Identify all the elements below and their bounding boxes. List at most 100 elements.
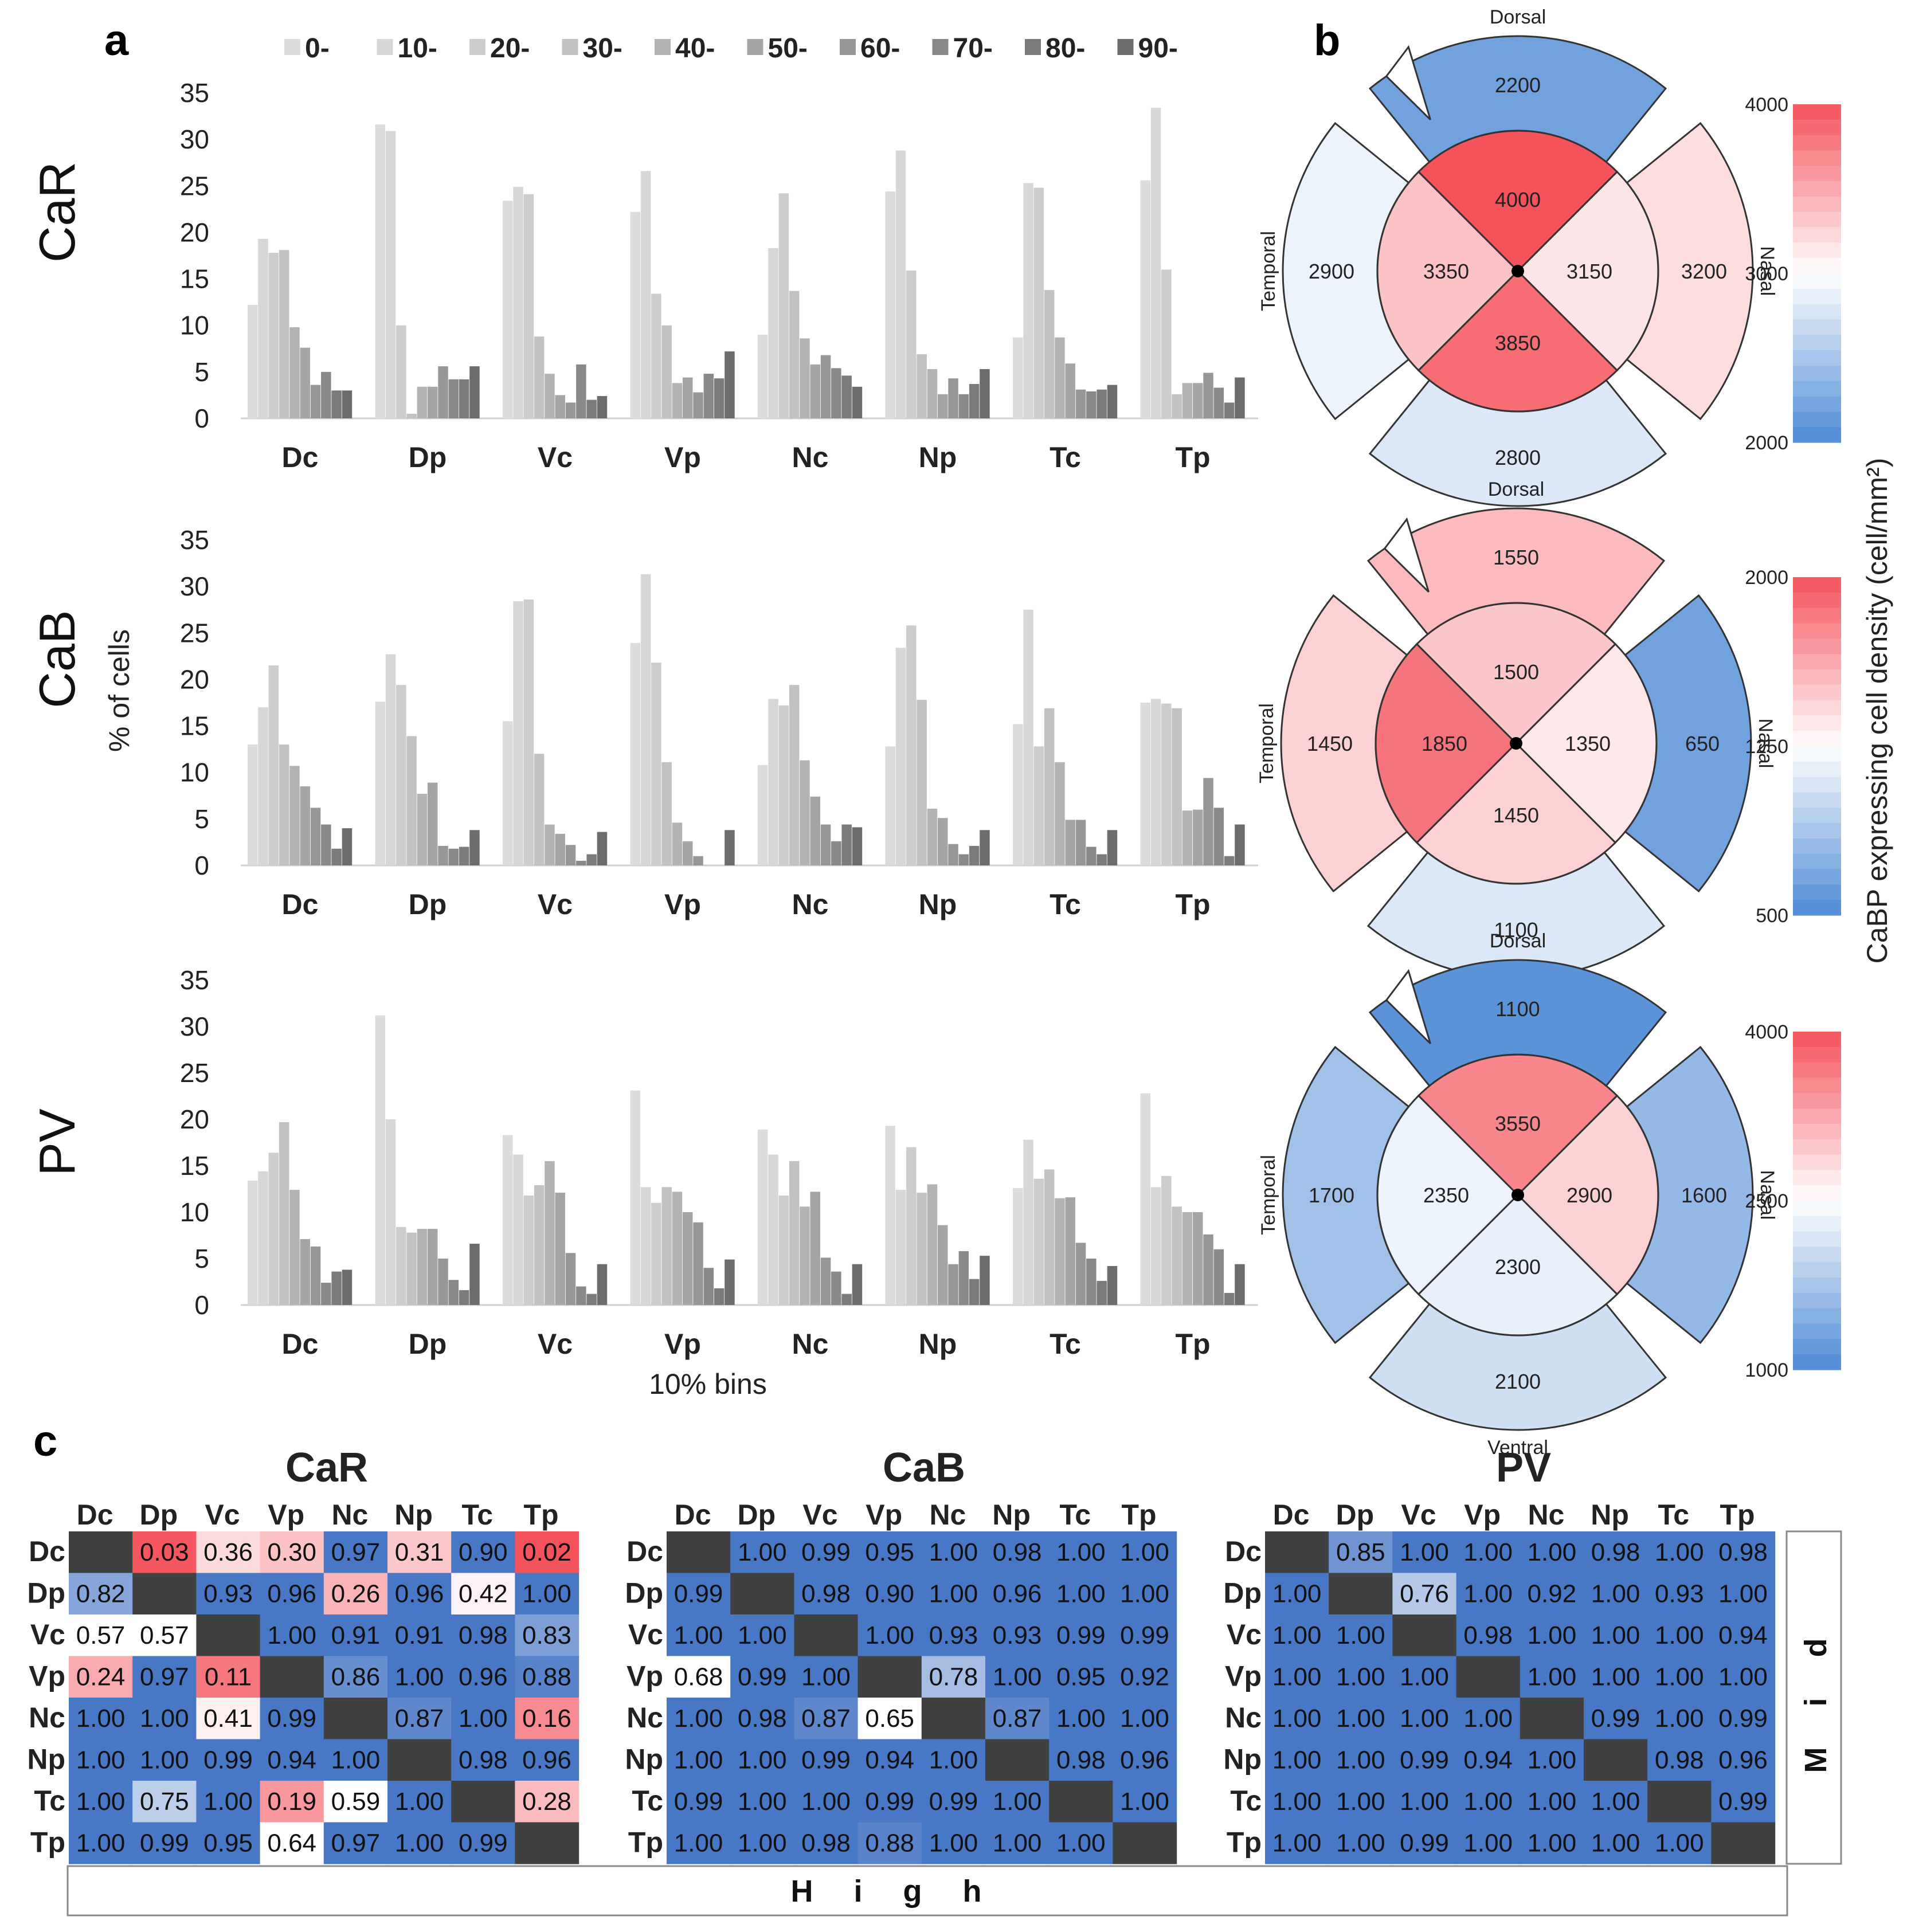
matrix-cell [1647, 1822, 1712, 1864]
bar [651, 663, 661, 865]
colorbar-step [1793, 1139, 1841, 1155]
bar [448, 379, 459, 418]
category-label: Tp [1175, 441, 1210, 473]
colorbar-step [1793, 119, 1841, 136]
bar [800, 760, 810, 865]
matrix-title: CaB [883, 1445, 965, 1491]
column-label: Dp [737, 1499, 776, 1531]
row-label: Dc [1225, 1535, 1262, 1567]
bar [1023, 1139, 1033, 1305]
bar [917, 1192, 927, 1305]
matrix-diagonal-cell [515, 1822, 579, 1864]
colorbar-step [1793, 1323, 1841, 1339]
matrix-cell-value: 1.00 [1272, 1704, 1322, 1733]
sector-nasal-central [1514, 642, 1658, 844]
matrix-diagonal-cell [323, 1698, 388, 1740]
matrix-diagonal-cell [1049, 1781, 1113, 1823]
matrix-cell-value: 0.36 [203, 1538, 253, 1566]
pvalue-matrix-pv: PV Dc Dp Vc Vp Nc Np Tc Tp Dc 0.85 1.00 1.00 1.00 0.98… [1223, 1445, 1776, 1864]
colorbar-step [1793, 592, 1841, 609]
matrix-cell-value: 1.00 [1463, 1538, 1513, 1566]
matrix-cell [921, 1573, 986, 1615]
row-label: Nc [626, 1702, 663, 1734]
bar [1097, 389, 1107, 418]
bar [841, 375, 852, 418]
bar [885, 746, 895, 865]
bar [789, 1161, 800, 1305]
matrix-cell-value: 0.99 [267, 1704, 316, 1733]
matrix-cell [451, 1822, 515, 1864]
matrix-cell-value: 1.00 [1591, 1663, 1640, 1691]
matrix-cell-value: 0.99 [1718, 1704, 1768, 1733]
optic-disc-dot [1511, 1189, 1524, 1201]
matrix-cell-value: 0.11 [205, 1663, 252, 1691]
sector-value-ventral-peripheral: 2800 [1495, 446, 1541, 469]
matrix-cell [985, 1781, 1050, 1823]
row-label: Vp [29, 1660, 65, 1692]
matrix-cell-value: 1.00 [1272, 1663, 1322, 1691]
matrix-cell-value: 0.90 [865, 1580, 914, 1608]
bar [534, 1185, 545, 1305]
bar [523, 194, 534, 418]
category-label: Tp [1175, 888, 1210, 920]
matrix-cell [857, 1573, 922, 1615]
legend-label-3: 30- [583, 33, 622, 64]
matrix-cell-value: 1.00 [1463, 1704, 1513, 1733]
bar [1140, 703, 1150, 865]
y-tick-label: 25 [180, 171, 209, 201]
sector-nasal-central [1516, 170, 1659, 372]
column-label: Nc [1528, 1499, 1564, 1531]
x-axis-label: 10% bins [649, 1368, 767, 1400]
matrix-cell-value: 0.96 [522, 1746, 571, 1774]
row-label: Nc [1225, 1702, 1262, 1734]
direction-dorsal: Dorsal [1488, 479, 1544, 500]
matrix-cell [323, 1822, 388, 1864]
y-tick-label: 10 [180, 758, 209, 787]
bar [331, 1271, 342, 1305]
bar [300, 347, 310, 418]
bar [375, 124, 385, 419]
marker-label: CaB [29, 610, 85, 708]
bar [586, 854, 597, 865]
colorbar-step [1793, 1308, 1841, 1324]
y-tick-label: 10 [180, 311, 209, 340]
legend-label-0: 0- [305, 33, 330, 64]
bar [1235, 824, 1245, 865]
column-label: Tc [1658, 1499, 1689, 1531]
bar [895, 150, 906, 418]
y-tick-label: 5 [194, 357, 209, 387]
colorbar-step [1793, 1032, 1841, 1048]
bar [396, 685, 406, 865]
matrix-cell [451, 1531, 515, 1574]
matrix-cell-value: 1.00 [1272, 1788, 1322, 1816]
sector-dorsal-central [1417, 130, 1619, 273]
matrix-cell-value: 0.24 [76, 1663, 126, 1691]
y-axis-label: % of cells [103, 629, 135, 752]
bar [725, 1259, 735, 1305]
bar [651, 1202, 661, 1305]
matrix-cell-value: 0.82 [76, 1580, 126, 1608]
sector-value-ventral-peripheral: 2100 [1495, 1370, 1541, 1393]
bar [385, 654, 396, 865]
matrix-cell-value: 0.97 [331, 1829, 381, 1857]
matrix-cell [667, 1739, 731, 1781]
bar [778, 1195, 789, 1305]
category-label: Np [919, 1328, 957, 1360]
matrix-diagonal-cell [69, 1531, 133, 1574]
bar [938, 818, 948, 865]
colorbar-step [1793, 196, 1841, 213]
category-label: Vc [538, 888, 573, 920]
colorbar-step [1793, 1231, 1841, 1248]
mid-label-box [1785, 1530, 1842, 1865]
matrix-cell [260, 1614, 324, 1657]
matrix-cell-value: 1.00 [1400, 1663, 1449, 1691]
y-tick-label: 15 [180, 711, 209, 741]
colorbar-step [1793, 273, 1841, 289]
matrix-cell-value: 1.00 [1120, 1580, 1169, 1608]
bar [810, 1192, 820, 1305]
matrix-cell-value: 1.00 [1591, 1829, 1640, 1857]
bar [703, 1268, 714, 1305]
matrix-cell [667, 1573, 731, 1615]
matrix-cell [1049, 1822, 1113, 1864]
column-label: Dp [139, 1499, 178, 1531]
